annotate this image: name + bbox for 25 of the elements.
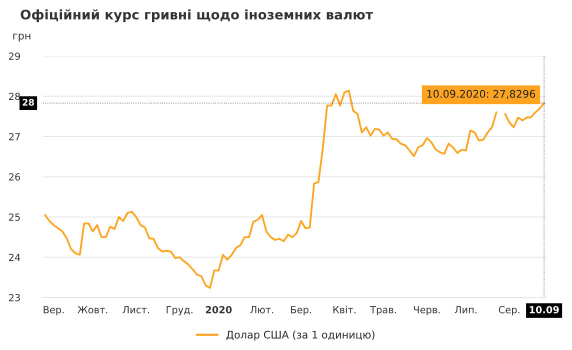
x-tick-label: Вер. xyxy=(44,306,64,316)
y-tick-label: 25 xyxy=(9,213,20,221)
x-tick-label: Груд. xyxy=(166,306,192,316)
x-tick-label: Трав. xyxy=(370,306,396,316)
annotation: 10.09.2020: 27,8296 xyxy=(427,90,536,99)
y-axis-title: грн xyxy=(13,34,30,42)
y-tick-label: 28 xyxy=(9,92,20,100)
y-tick-label: 23 xyxy=(9,294,20,302)
x-tick-label: Сер. xyxy=(498,306,520,316)
x-tick-label: Лют. xyxy=(250,306,274,314)
y-tick-label: 29 xyxy=(9,52,20,60)
x-tick-label: 10.09 xyxy=(530,306,559,314)
x-tick-label: 2020 xyxy=(206,306,232,314)
y-tick-label: 24 xyxy=(9,254,20,261)
x-tick-label: Жовт. xyxy=(78,306,108,314)
y-tick-label: 26 xyxy=(9,173,20,181)
legend-label: Долар США (за 1 одиницю) xyxy=(226,330,374,341)
x-tick-label: Лип. xyxy=(454,306,476,314)
x-tick-label: Лист. xyxy=(122,306,150,314)
y-tick-label: 27 xyxy=(9,132,20,140)
x-tick-label: Бер. xyxy=(291,306,311,316)
chart-title: Офіційний курс гривні щодо іноземних валют xyxy=(20,9,374,22)
ref-line-label: 28 xyxy=(22,98,34,106)
x-tick-label: Черв. xyxy=(414,306,440,316)
x-tick-label: Квіт. xyxy=(333,306,356,314)
